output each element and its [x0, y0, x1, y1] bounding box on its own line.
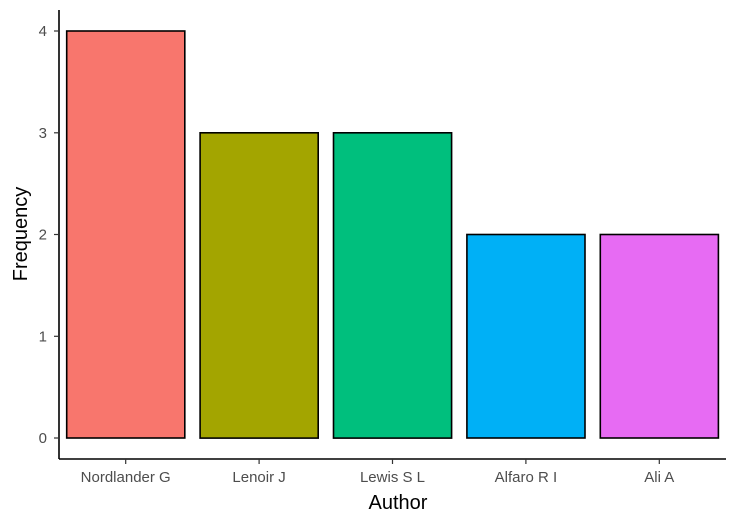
- y-tick-label: 1: [39, 328, 47, 345]
- x-tick-label: Ali A: [644, 469, 674, 486]
- y-tick-label: 4: [39, 23, 47, 40]
- y-tick-label: 3: [39, 125, 47, 142]
- y-tick-label: 0: [39, 430, 47, 447]
- y-axis-title: Frequency: [10, 187, 32, 282]
- x-tick-label: Nordlander G: [81, 469, 171, 486]
- x-tick-label: Lenoir J: [232, 469, 285, 486]
- bar-lewis-s-l: [332, 132, 453, 439]
- y-ticks-group: 0 1 2 3 4: [39, 23, 59, 447]
- bar-lenoir-j: [199, 132, 320, 439]
- bar-ali-a: [599, 233, 720, 439]
- y-tick-label: 2: [39, 227, 47, 244]
- x-tick-label: Lewis S L: [360, 469, 425, 486]
- x-tick-label: Alfaro R I: [495, 469, 558, 486]
- bars-group: [65, 30, 720, 439]
- bar-nordlander-g: [65, 30, 186, 439]
- bar-alfaro-r-i: [466, 233, 586, 439]
- x-axis-title: Author: [369, 492, 428, 514]
- x-ticks-group: Nordlander G Lenoir J Lewis S L Alfaro R I A…: [81, 459, 674, 486]
